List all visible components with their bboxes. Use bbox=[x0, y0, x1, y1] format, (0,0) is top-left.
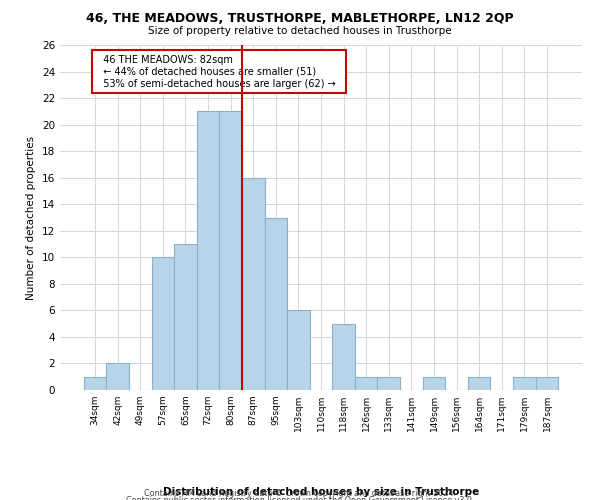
Bar bbox=[84, 376, 106, 390]
Bar bbox=[377, 376, 400, 390]
Bar bbox=[152, 258, 174, 390]
Y-axis label: Number of detached properties: Number of detached properties bbox=[26, 136, 37, 300]
Bar bbox=[422, 376, 445, 390]
Text: 46 THE MEADOWS: 82sqm
  ← 44% of detached houses are smaller (51)
  53% of semi-: 46 THE MEADOWS: 82sqm ← 44% of detached … bbox=[97, 56, 341, 88]
Bar bbox=[468, 376, 490, 390]
Text: 46, THE MEADOWS, TRUSTHORPE, MABLETHORPE, LN12 2QP: 46, THE MEADOWS, TRUSTHORPE, MABLETHORPE… bbox=[86, 12, 514, 26]
Bar bbox=[332, 324, 355, 390]
Bar bbox=[220, 112, 242, 390]
Bar bbox=[536, 376, 558, 390]
Bar bbox=[242, 178, 265, 390]
Bar bbox=[513, 376, 536, 390]
Bar bbox=[355, 376, 377, 390]
Text: Size of property relative to detached houses in Trusthorpe: Size of property relative to detached ho… bbox=[148, 26, 452, 36]
Bar bbox=[265, 218, 287, 390]
Bar bbox=[287, 310, 310, 390]
X-axis label: Distribution of detached houses by size in Trusthorpe: Distribution of detached houses by size … bbox=[163, 487, 479, 497]
Text: Contains HM Land Registry data © Crown copyright and database right 2024.: Contains HM Land Registry data © Crown c… bbox=[144, 489, 456, 498]
Bar bbox=[106, 364, 129, 390]
Text: Contains public sector information licensed under the Open Government Licence v3: Contains public sector information licen… bbox=[126, 496, 474, 500]
Bar bbox=[197, 112, 220, 390]
Bar bbox=[174, 244, 197, 390]
